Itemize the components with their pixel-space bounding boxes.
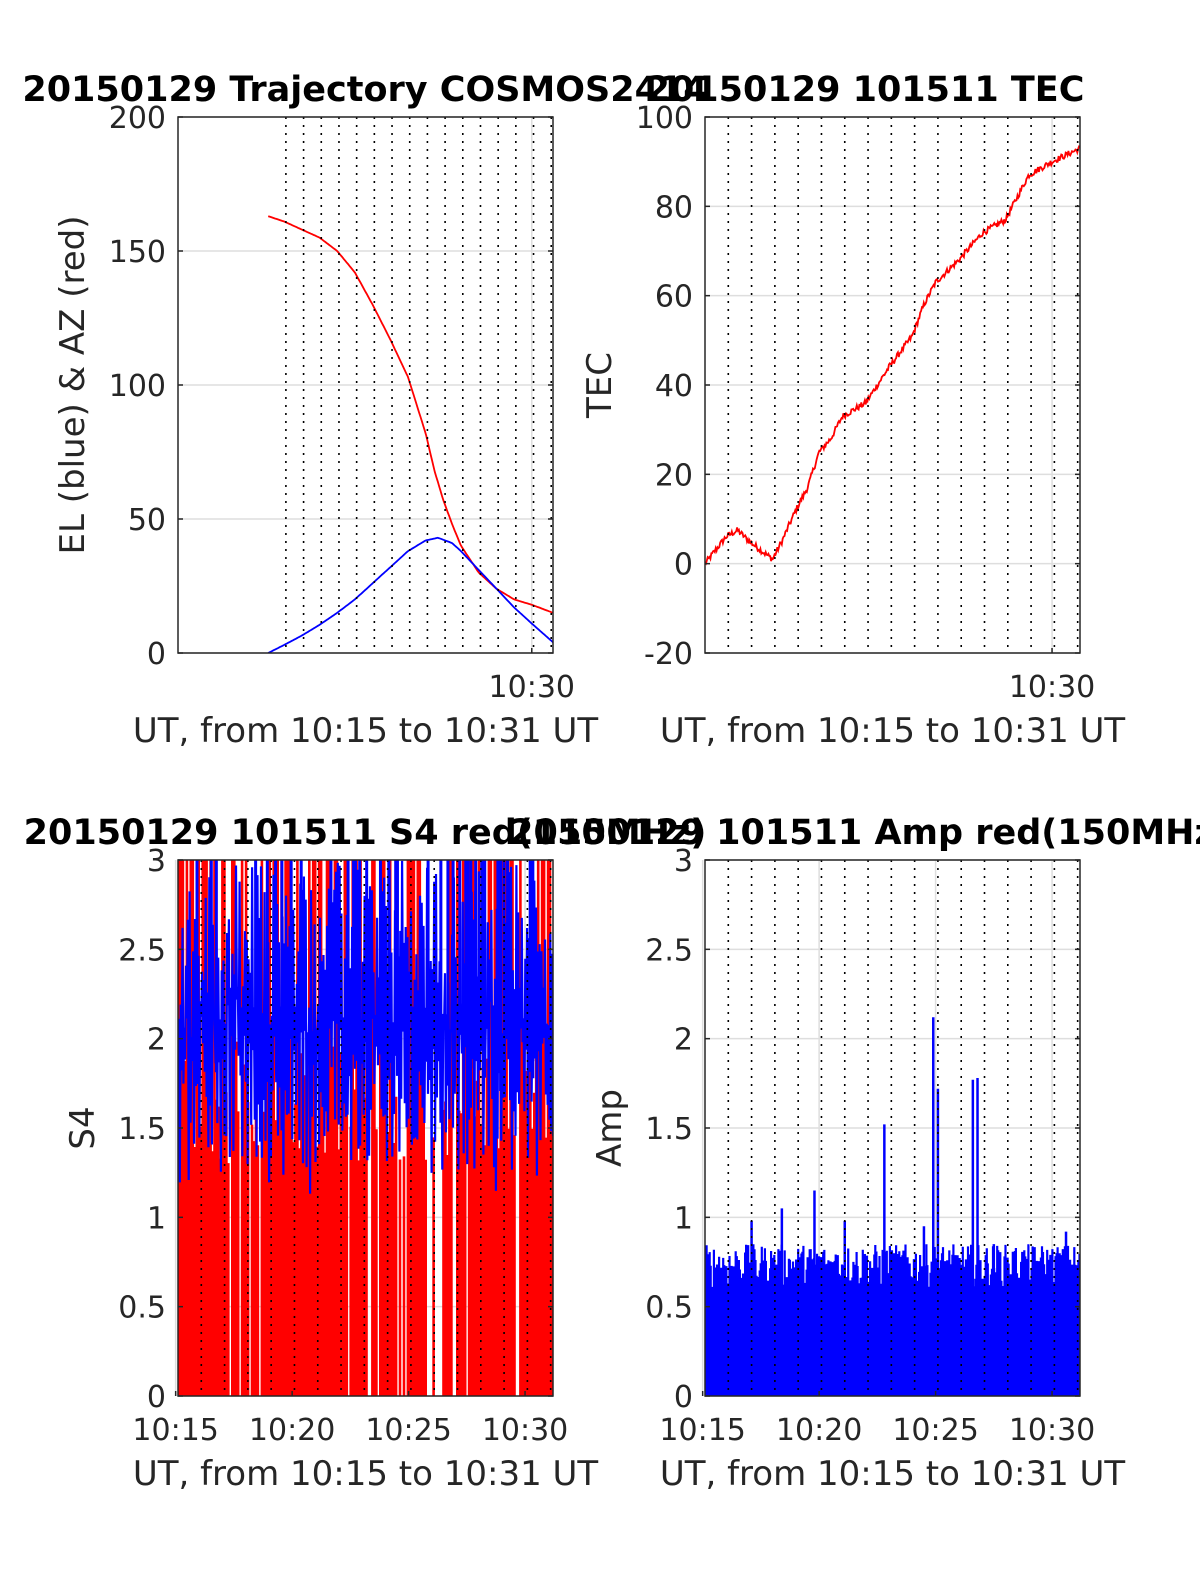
x-tick-label: 10:15	[132, 1413, 218, 1448]
y-tick-label: 0	[147, 1380, 166, 1415]
y-tick-label: 2	[674, 1023, 693, 1058]
y-tick-label: 0.5	[645, 1291, 693, 1326]
y-tick-label: 3	[674, 844, 693, 879]
x-axis-label: UT, from 10:15 to 10:31 UT	[660, 711, 1126, 751]
y-tick-label: 0	[674, 1380, 693, 1415]
plot-area	[705, 1017, 1080, 1396]
chart-title: 20150129 Trajectory COSMOS2414	[22, 70, 707, 110]
y-tick-label: 0.5	[118, 1291, 166, 1326]
x-tick-label: 10:25	[892, 1413, 978, 1448]
chart-panel-4: 0 0.5 1 1.5 2 2.5 3 10:15 10:20 10:25 10:30 2015012…	[509, 813, 1200, 1494]
chart-panel-3: 0 0.5 1 1.5 2 2.5 3 10:15 10:20 10:25 10:30 2015012…	[24, 813, 707, 1494]
y-axis-label: TEC	[580, 352, 620, 419]
x-tick-label: 10:30	[489, 670, 575, 705]
series-amp-base	[706, 1297, 1079, 1396]
series-line-1	[705, 145, 1080, 566]
plot-area	[705, 145, 1080, 566]
y-tick-label: 200	[109, 101, 166, 136]
plot-area	[267, 215, 553, 653]
y-tick-label: 2	[147, 1023, 166, 1058]
y-tick-label: 1	[674, 1201, 693, 1236]
chart-title: 20150129 101511 S4 red(150MHz)	[24, 813, 707, 853]
y-tick-label: 2.5	[645, 933, 693, 968]
y-tick-label: 0	[674, 548, 693, 583]
y-tick-label: 0	[147, 637, 166, 672]
y-tick-label: 100	[109, 369, 166, 404]
y-tick-label: 50	[128, 503, 166, 538]
x-axis-label: UT, from 10:15 to 10:31 UT	[660, 1454, 1126, 1494]
y-tick-label: 1.5	[645, 1112, 693, 1147]
y-tick-label: 80	[655, 190, 693, 225]
x-tick-label: 10:20	[776, 1413, 862, 1448]
y-tick-label: 1.5	[118, 1112, 166, 1147]
x-tick-label: 10:30	[482, 1413, 568, 1448]
chart-title: 20150129 101511 Amp red(150MHz)	[509, 813, 1200, 853]
x-axis-label: UT, from 10:15 to 10:31 UT	[133, 1454, 599, 1494]
y-tick-label: 150	[109, 235, 166, 270]
x-tick-label: 10:25	[365, 1413, 451, 1448]
series-line-2	[267, 536, 553, 653]
y-axis-label: EL (blue) & AZ (red)	[53, 215, 93, 554]
y-tick-label: 2.5	[118, 933, 166, 968]
x-tick-label: 10:20	[249, 1413, 335, 1448]
x-tick-label: 10:30	[1009, 1413, 1095, 1448]
y-axis-label: Amp	[590, 1089, 630, 1167]
y-tick-label: 1	[147, 1201, 166, 1236]
y-tick-label: -20	[644, 637, 693, 672]
x-axis-label: UT, from 10:15 to 10:31 UT	[133, 711, 599, 751]
y-tick-label: 3	[147, 844, 166, 879]
plot-area	[178, 860, 553, 1396]
y-tick-label: 100	[636, 101, 693, 136]
y-tick-label: 60	[655, 280, 693, 315]
chart-panel-2: -20 0 20 40 60 80 100 10:30 20150129 101511 TEC U…	[580, 70, 1125, 751]
chart-title: 20150129 101511 TEC	[646, 70, 1085, 110]
series-line-1	[267, 215, 553, 614]
y-tick-label: 20	[655, 458, 693, 493]
y-axis-label: S4	[63, 1106, 103, 1149]
y-tick-label: 40	[655, 369, 693, 404]
x-tick-label: 10:30	[1009, 670, 1095, 705]
x-tick-label: 10:15	[659, 1413, 745, 1448]
